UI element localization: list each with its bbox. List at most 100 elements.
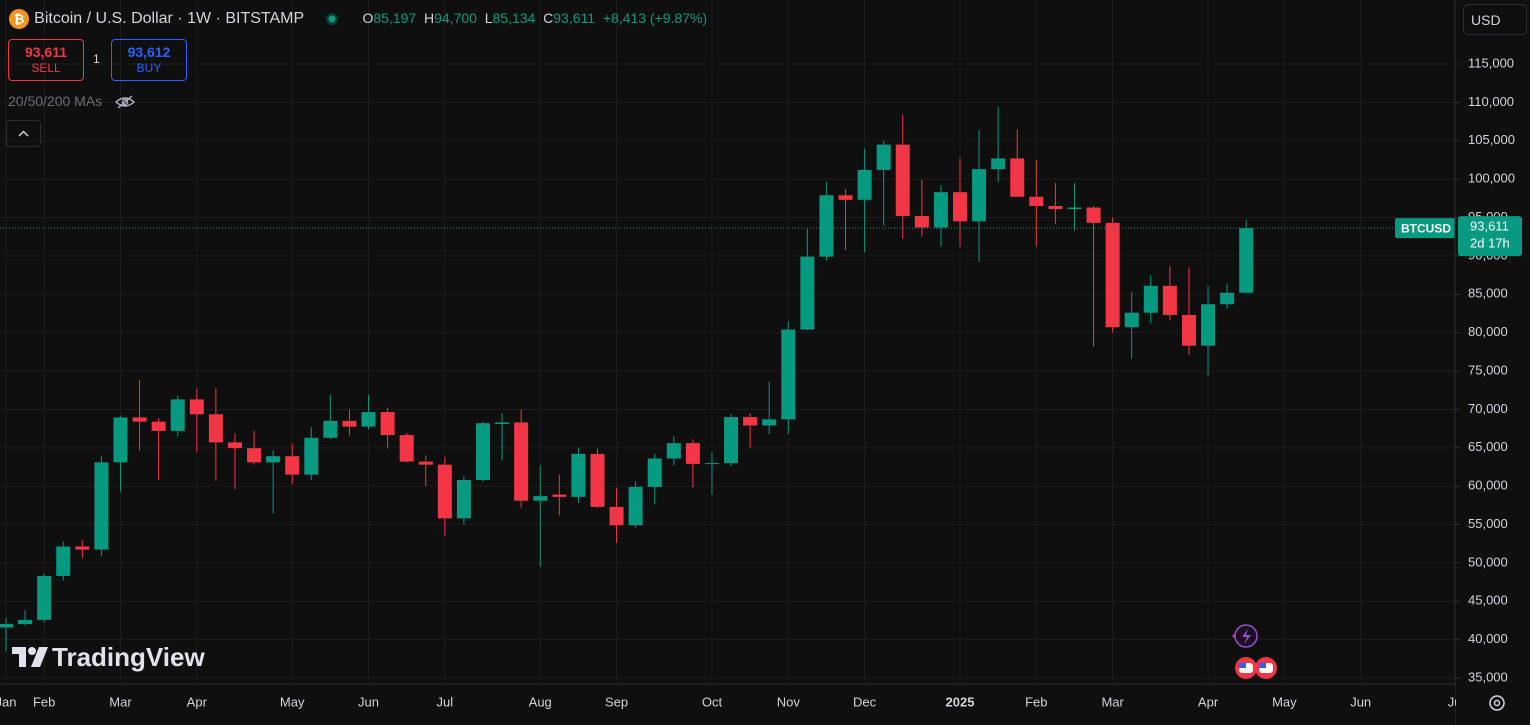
low-value: 85,134: [492, 9, 536, 26]
indicator[interactable]: 20/50/200 MAs: [8, 93, 136, 110]
buy-button[interactable]: 93,612 BUY: [111, 39, 187, 81]
candle-body: [1067, 207, 1082, 210]
symbol-header[interactable]: ₿ Bitcoin / U.S. Dollar · 1W · BITSTAMP …: [8, 8, 707, 30]
candle-body: [953, 192, 967, 222]
x-tick-label: Feb: [33, 694, 55, 709]
low-key: L: [484, 9, 493, 26]
open-key: O: [362, 9, 374, 26]
candle-body: [1124, 312, 1139, 328]
candle-body: [552, 494, 567, 497]
time-axis: [0, 684, 1455, 725]
bitcoin-icon: ₿: [9, 9, 29, 29]
candle-body: [495, 422, 510, 424]
candle-body: [838, 195, 853, 200]
price-axis: [1455, 0, 1530, 725]
candle-body: [399, 435, 414, 462]
candle-body: [1029, 196, 1044, 206]
candle-body: [914, 215, 929, 228]
y-tick-label: 75,000: [1468, 362, 1508, 377]
y-tick-label: 45,000: [1468, 593, 1508, 608]
y-tick-label: 85,000: [1468, 286, 1508, 301]
y-tick-label: 100,000: [1468, 171, 1515, 186]
y-tick-label: 35,000: [1468, 669, 1508, 684]
candle-body: [762, 419, 777, 426]
x-tick-label: Nov: [777, 694, 801, 709]
candle-body: [533, 496, 548, 501]
event-icons[interactable]: [1226, 622, 1286, 684]
candle-body: [323, 420, 338, 438]
candle-body: [342, 420, 357, 427]
candle-body: [1048, 205, 1063, 210]
candle-body: [37, 575, 52, 620]
currency-button[interactable]: USD: [1463, 4, 1527, 35]
y-tick-label: 80,000: [1468, 324, 1508, 339]
last-price-tag: [1458, 216, 1522, 257]
spread: 1: [93, 52, 100, 66]
x-tick-label: May: [1272, 694, 1297, 709]
buy-price: 93,612: [127, 44, 171, 60]
candle-body: [1105, 222, 1120, 328]
y-tick-label: 65,000: [1468, 439, 1508, 454]
y-tick-label: 70,000: [1468, 401, 1508, 416]
change: +8,413 (+9.87%): [602, 9, 708, 26]
candle-body: [1143, 285, 1158, 313]
status-dot: [326, 13, 339, 25]
x-tick-label: Apr: [1198, 694, 1219, 709]
high-value: 94,700: [434, 9, 477, 26]
x-tick-label: Dec: [853, 694, 877, 709]
candle-body: [437, 464, 452, 519]
candle-body: [132, 417, 147, 422]
sell-button[interactable]: 93,611 SELL: [8, 39, 84, 81]
x-tick-label: Mar: [109, 694, 132, 709]
candle-body: [266, 456, 281, 463]
open-value: 85,197: [373, 9, 417, 26]
indicator-label: 20/50/200 MAs: [8, 93, 103, 109]
candle-body: [1239, 228, 1254, 293]
candle-body: [666, 443, 681, 459]
candle-body: [685, 443, 700, 464]
collapse-button[interactable]: [6, 120, 41, 147]
hidden-eye-icon[interactable]: [114, 94, 136, 110]
candle-body: [189, 399, 204, 415]
candle-body: [609, 506, 624, 526]
close-value: 93,611: [553, 9, 596, 26]
x-tick-label: Mar: [1101, 694, 1124, 709]
close-key: C: [543, 9, 554, 26]
candle-body: [857, 169, 872, 200]
candle-body: [647, 458, 662, 487]
x-tick-label: Jan: [0, 694, 16, 709]
svg-text:₿: ₿: [14, 11, 25, 26]
brand-logo[interactable]: TradingView: [12, 642, 205, 673]
candle-body: [1220, 292, 1235, 305]
x-tick-label: May: [280, 694, 305, 709]
candle-body: [113, 417, 128, 463]
y-tick-label: 40,000: [1468, 631, 1508, 646]
chevron-icon: [18, 130, 29, 137]
candle-body: [514, 422, 529, 501]
candle-body: [972, 169, 987, 222]
candle-body: [170, 399, 185, 431]
x-tick-label: Sep: [605, 694, 628, 709]
x-tick-label: Aug: [529, 694, 552, 709]
candle-body: [476, 423, 490, 480]
candle-body: [380, 412, 395, 436]
plot-area: [0, 106, 1254, 652]
candle-body: [704, 463, 719, 465]
candle-body: [590, 453, 605, 507]
candle-body: [819, 195, 834, 257]
settings-icon[interactable]: [1486, 692, 1508, 714]
candle-body: [227, 442, 242, 449]
x-tick-label: Jul: [437, 694, 454, 709]
high-key: H: [423, 9, 435, 26]
x-tick-label: Jun: [358, 694, 379, 709]
candle-body: [75, 546, 90, 550]
candle-body: [18, 619, 33, 625]
candle-body: [933, 192, 948, 228]
sell-price: 93,611: [24, 44, 68, 60]
candle-body: [1086, 207, 1101, 223]
currency-label: USD: [1471, 12, 1501, 28]
y-tick-label: 110,000: [1468, 94, 1514, 109]
candle-body: [991, 158, 1006, 170]
